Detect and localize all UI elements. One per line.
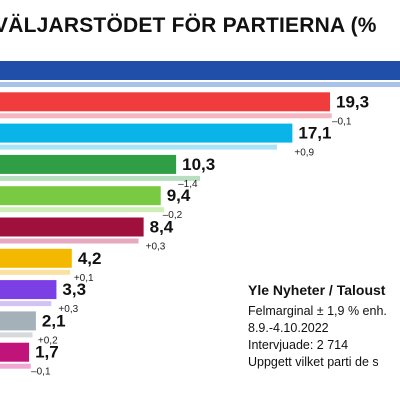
previous-bar-10 (0, 363, 31, 369)
previous-bar-8 (0, 301, 52, 307)
source-date-range: 8.9.-4.10.2022 (248, 321, 329, 335)
value-label-9: 2,1 (42, 311, 66, 330)
previous-bar-2 (0, 113, 332, 119)
source-question-note: Uppgett vilket parti de s (248, 355, 379, 369)
previous-bar-1 (0, 82, 400, 87)
value-label-7: 4,2 (78, 249, 102, 268)
previous-bar-9 (0, 332, 33, 338)
bar-10 (0, 342, 30, 362)
value-label-2: 19,3 (336, 92, 369, 111)
value-label-4: 10,3 (182, 155, 215, 174)
value-label-8: 3,3 (62, 280, 86, 299)
previous-bar-6 (0, 238, 139, 244)
change-label-9: +0,2 (38, 335, 58, 346)
previous-bar-5 (0, 207, 165, 213)
bar-5 (0, 186, 161, 206)
previous-bar-3 (0, 144, 277, 150)
change-label-6: +0,3 (146, 242, 166, 253)
source-margin-of-error: Felmarginal ± 1,9 % enh. (248, 304, 387, 318)
bar-7 (0, 248, 72, 268)
change-label-7: +0,1 (74, 273, 94, 284)
change-label-5: –0,2 (163, 210, 183, 221)
value-label-10: 1,7 (35, 343, 59, 362)
source-box: Yle Nyheter / Taloust Felmarginal ± 1,9 … (248, 282, 387, 371)
value-label-3: 17,1 (298, 124, 331, 143)
value-label-5: 9,4 (167, 186, 191, 205)
source-respondents: Intervjuade: 2 714 (248, 338, 349, 352)
change-label-3: +0,9 (294, 148, 314, 159)
source-title: Yle Nyheter / Taloust (248, 282, 386, 298)
bar-3 (0, 123, 293, 143)
bar-2 (0, 92, 330, 112)
change-label-4: –1,4 (178, 179, 198, 190)
change-label-8: +0,3 (58, 304, 78, 315)
previous-bar-7 (0, 269, 71, 275)
bar-1 (0, 61, 400, 80)
change-label-2: –0,1 (332, 116, 352, 127)
chart-title: VÄLJARSTÖDET FÖR PARTIERNA (% (0, 14, 377, 37)
bar-9 (0, 311, 36, 331)
bar-4 (0, 154, 177, 174)
value-label-6: 8,4 (150, 218, 174, 237)
bar-6 (0, 217, 144, 237)
change-label-10: –0,1 (31, 367, 51, 378)
previous-bar-4 (0, 175, 201, 181)
bar-8 (0, 280, 57, 300)
